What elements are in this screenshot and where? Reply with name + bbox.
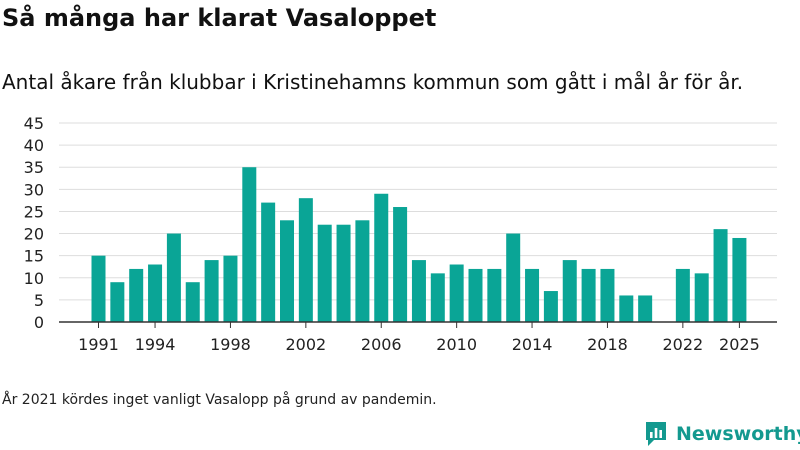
bar-2012 <box>487 268 502 322</box>
bar-2011 <box>468 268 483 322</box>
bar-2008 <box>411 260 426 322</box>
grid-lines <box>59 122 777 301</box>
newsworthy-logo-icon <box>646 422 666 446</box>
bar-2025 <box>732 237 747 322</box>
bar-2022 <box>675 268 690 322</box>
bar-2005 <box>355 220 370 322</box>
bar-2020 <box>638 295 653 322</box>
bar-2024 <box>713 229 728 322</box>
bar-1994 <box>148 264 163 322</box>
x-tick-label: 2002 <box>285 335 326 354</box>
y-tick-label: 15 <box>24 247 44 266</box>
x-tick-label: 2025 <box>719 335 760 354</box>
bar-2014 <box>525 268 540 322</box>
bar-2003 <box>317 224 332 322</box>
bar-1993 <box>129 268 144 322</box>
bar-2000 <box>261 202 276 322</box>
bar-2015 <box>543 291 558 322</box>
y-tick-label: 10 <box>24 269 44 288</box>
x-tick-label: 2022 <box>662 335 703 354</box>
bar-1999 <box>242 167 257 322</box>
bar-1991 <box>91 255 106 322</box>
bar-1997 <box>204 260 219 322</box>
bar-2023 <box>694 273 709 322</box>
chart-subtitle: Antal åkare från klubbar i Kristinehamns… <box>2 70 744 94</box>
bar-2007 <box>393 207 408 322</box>
newsworthy-logo: Newsworthy <box>644 420 800 448</box>
bar-2004 <box>336 224 351 322</box>
bar-2009 <box>430 273 445 322</box>
bar-2002 <box>298 198 313 322</box>
y-tick-label: 5 <box>34 291 44 310</box>
bar-2013 <box>506 233 521 322</box>
x-tick-label: 2014 <box>512 335 553 354</box>
bar-2018 <box>600 268 615 322</box>
x-tick-label: 2018 <box>587 335 628 354</box>
bar-2016 <box>562 260 577 322</box>
bar-1998 <box>223 255 238 322</box>
y-tick-label: 45 <box>24 114 44 133</box>
y-tick-label: 20 <box>24 225 44 244</box>
y-tick-label: 0 <box>34 313 44 332</box>
x-tick-label: 2006 <box>361 335 402 354</box>
y-tick-label: 25 <box>24 202 44 221</box>
bar-2001 <box>280 220 294 322</box>
x-tick-label: 1991 <box>78 335 119 354</box>
bar-1995 <box>166 233 181 322</box>
bar-1996 <box>185 282 200 322</box>
bar-2010 <box>449 264 464 322</box>
bar-1992 <box>110 282 125 322</box>
bar-2017 <box>581 268 596 322</box>
y-tick-label: 30 <box>24 180 44 199</box>
x-tick-label: 2010 <box>436 335 477 354</box>
footnote: År 2021 kördes inget vanligt Vasalopp på… <box>2 392 437 408</box>
bar-2019 <box>619 295 634 322</box>
x-tick-label: 1994 <box>135 335 176 354</box>
brand-name: Newsworthy <box>676 423 800 445</box>
y-tick-label: 40 <box>24 136 44 155</box>
chart-title: Så många har klarat Vasaloppet <box>2 4 437 32</box>
bar-2006 <box>374 193 389 322</box>
y-tick-label: 35 <box>24 158 44 177</box>
bars <box>91 167 747 322</box>
x-tick-label: 1998 <box>210 335 251 354</box>
